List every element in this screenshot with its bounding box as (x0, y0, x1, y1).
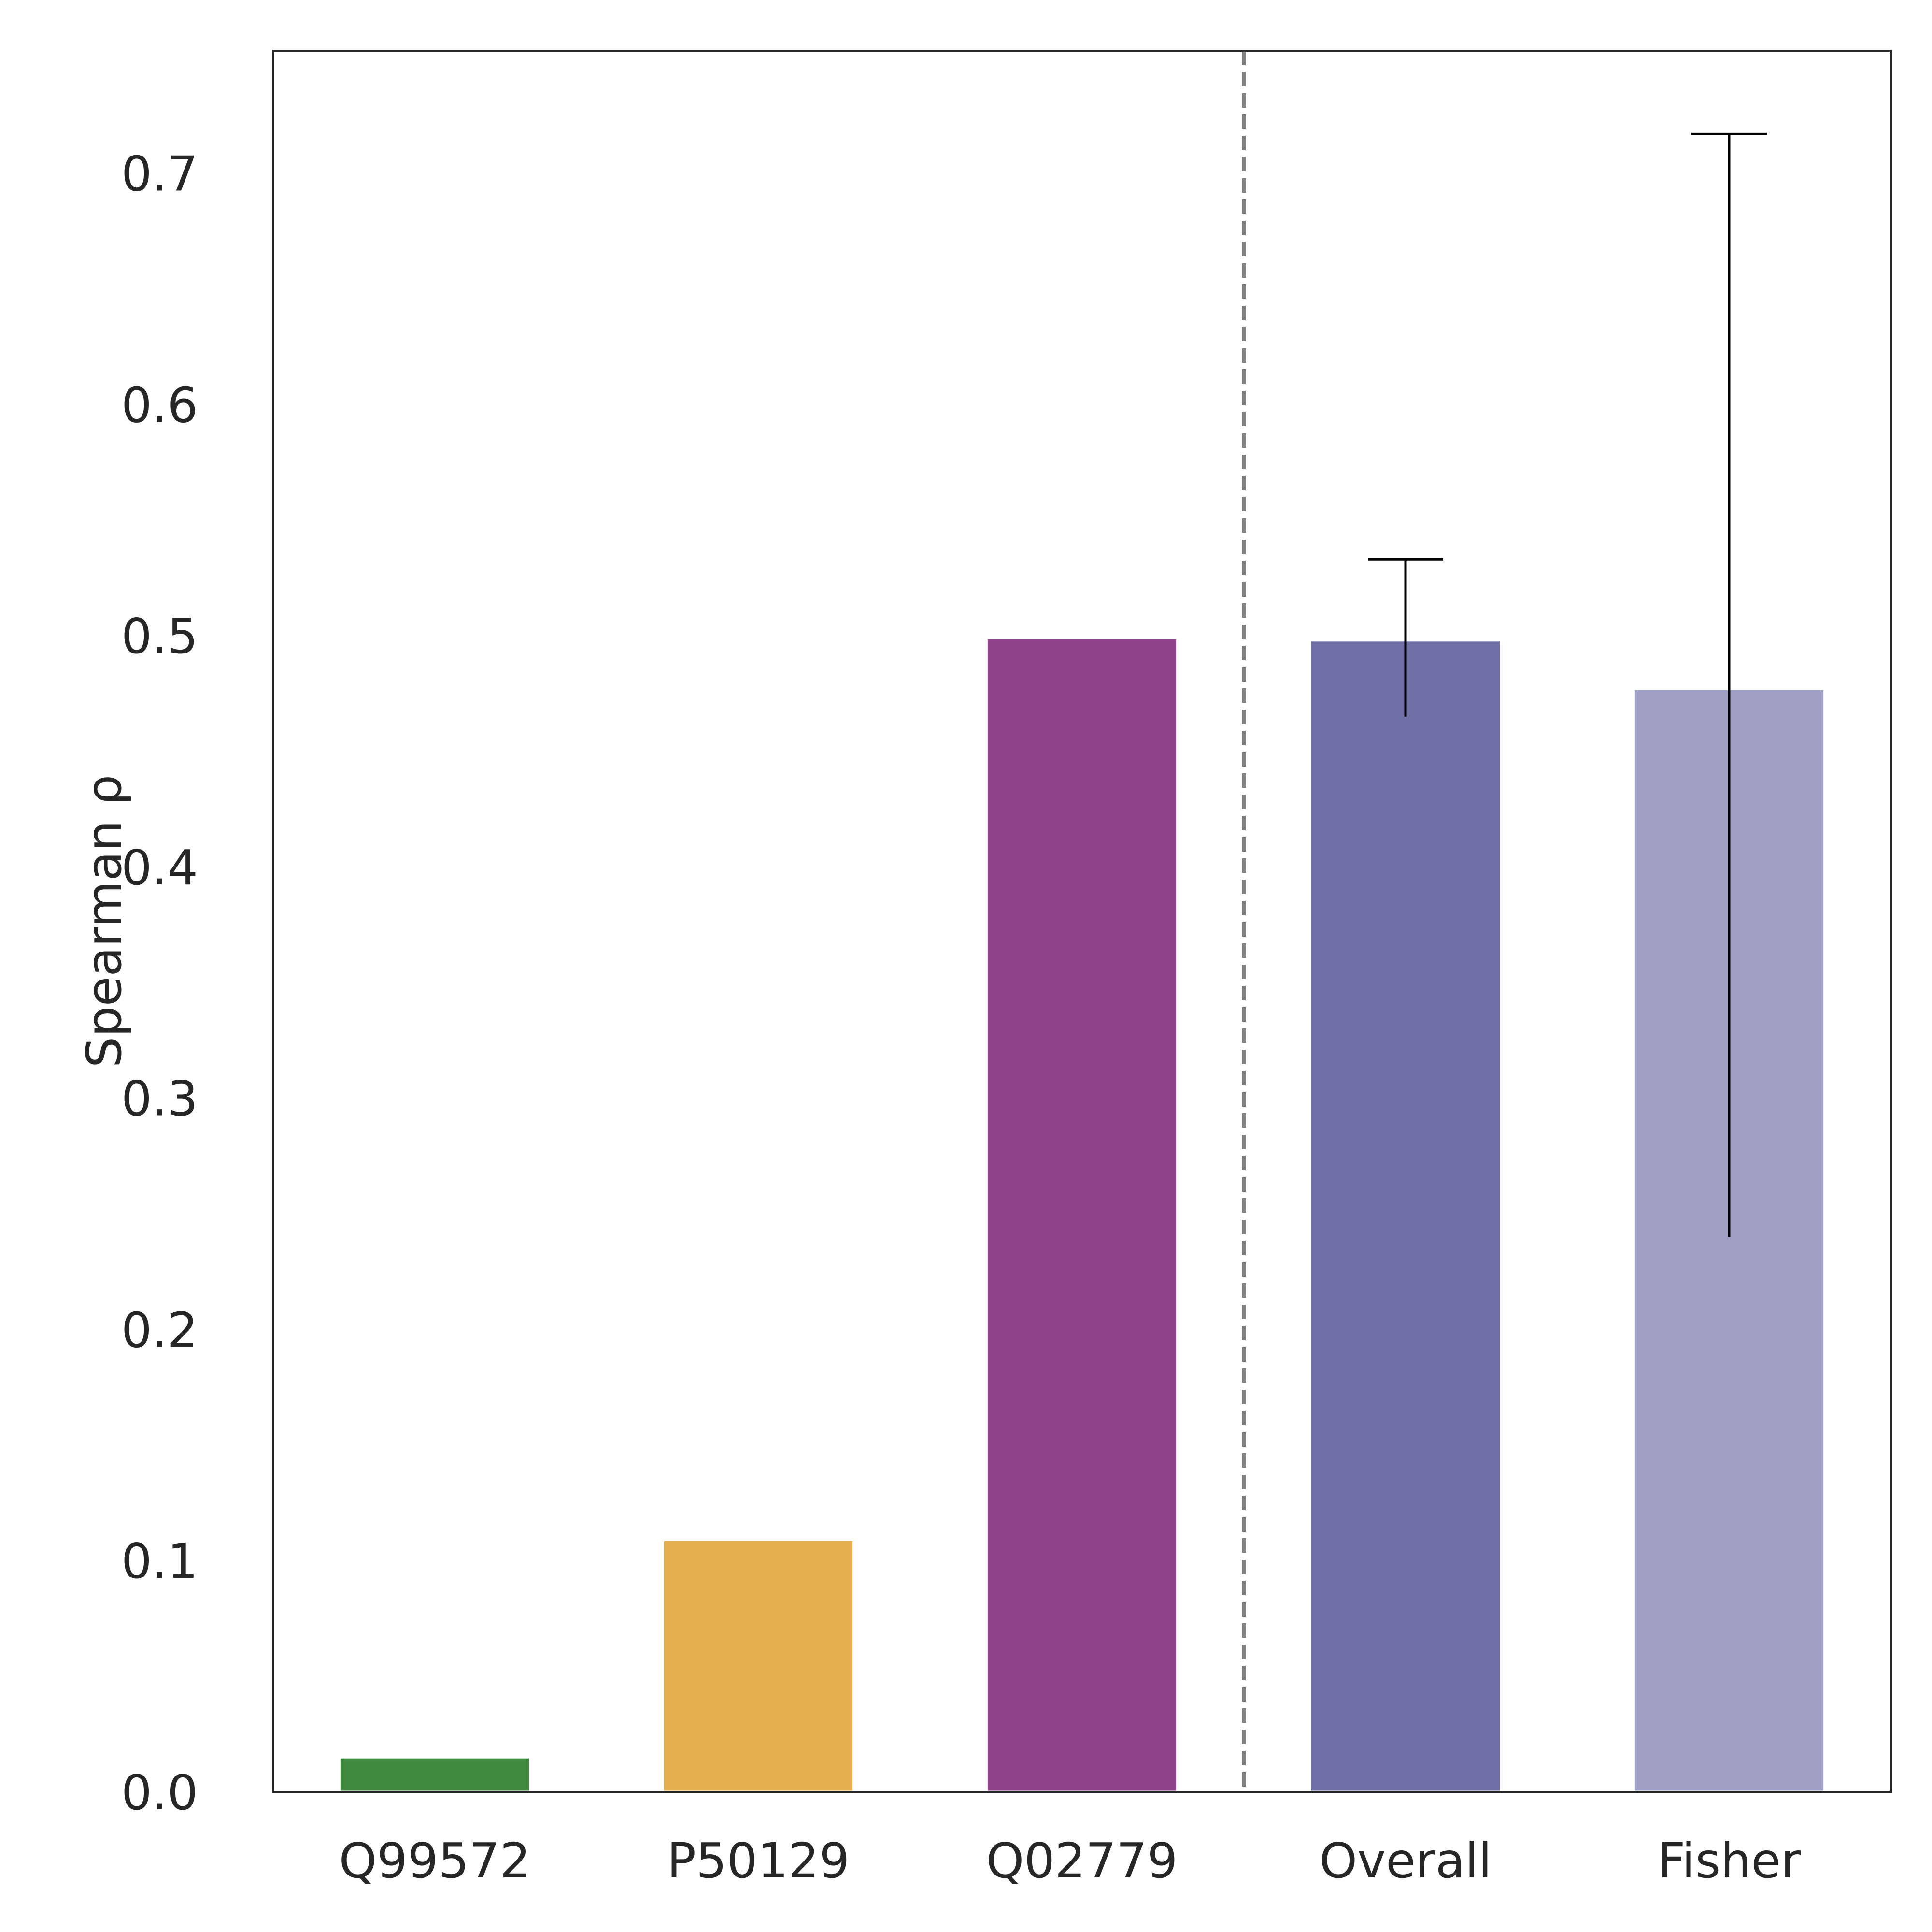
y-tick-label: 0.3 (121, 1071, 198, 1127)
x-tick-label: P50129 (667, 1833, 850, 1889)
y-axis-ticks: 0.0 0.1 0.2 0.3 0.4 0.5 0.6 0.7 (121, 146, 198, 1821)
bar-p50129 (661, 1538, 855, 1793)
y-tick-label: 0.1 (121, 1533, 198, 1590)
errorbar-fisher (1691, 132, 1767, 1237)
y-tick-label: 0.4 (121, 839, 198, 896)
x-tick-label: Overall (1319, 1833, 1492, 1889)
y-tick-label: 0.0 (121, 1764, 198, 1821)
x-axis-ticks: Q99572 P50129 Q02779 Overall Fisher (339, 1833, 1801, 1889)
x-tick-label: Fisher (1658, 1833, 1801, 1889)
errorbar-layer (1368, 132, 1767, 1237)
y-tick-label: 0.2 (121, 1302, 198, 1358)
bars-layer (338, 637, 1826, 1793)
errorbar-overall (1368, 558, 1443, 717)
x-tick-label: Q02779 (986, 1833, 1178, 1889)
plot-frame (272, 50, 1892, 1793)
bar-q02779 (985, 637, 1179, 1793)
y-axis-label: Spearman ρ (76, 775, 132, 1067)
y-tick-label: 0.6 (121, 377, 198, 433)
y-tick-label: 0.7 (121, 146, 198, 202)
y-tick-label: 0.5 (121, 608, 198, 665)
x-tick-label: Q99572 (339, 1833, 531, 1889)
bar-q99572 (338, 1756, 532, 1793)
bar-overall (1308, 639, 1503, 1793)
